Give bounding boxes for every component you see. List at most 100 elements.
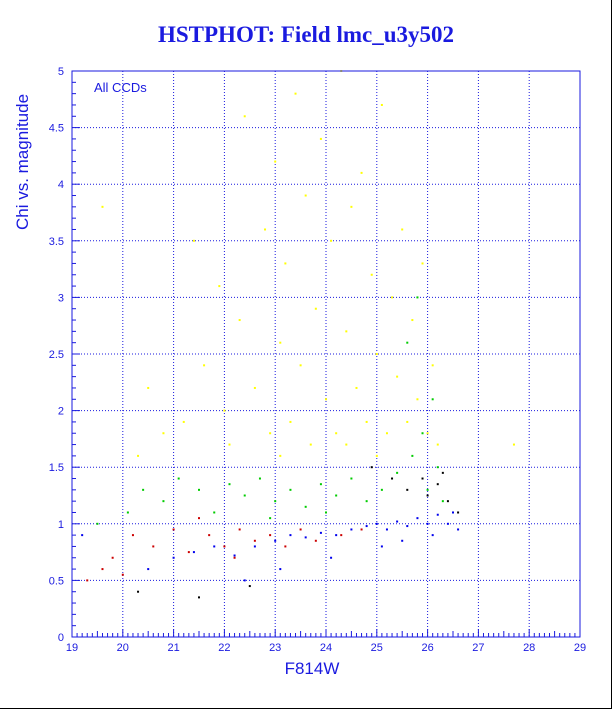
data-point <box>253 545 256 548</box>
data-point <box>365 525 368 528</box>
data-point <box>355 386 358 389</box>
data-point <box>325 398 327 401</box>
data-point <box>304 505 307 508</box>
data-point <box>101 568 104 571</box>
data-point <box>126 511 129 514</box>
data-point <box>401 228 404 231</box>
data-point <box>142 488 145 491</box>
data-point <box>172 556 175 559</box>
data-point <box>111 556 114 559</box>
x-tick-label: 26 <box>421 642 433 654</box>
data-point <box>335 432 338 435</box>
data-point <box>213 545 216 548</box>
data-point <box>289 534 292 537</box>
data-point <box>314 539 317 542</box>
x-tick-label: 19 <box>66 642 78 654</box>
y-tick-label: 0 <box>58 632 64 644</box>
data-point <box>192 551 195 554</box>
data-point <box>375 353 378 355</box>
y-tick-label: 2 <box>58 406 64 418</box>
y-tick-label: 0.5 <box>49 575 64 587</box>
data-point <box>426 522 429 525</box>
data-point <box>192 239 195 242</box>
data-point <box>396 471 399 474</box>
data-point <box>446 522 449 525</box>
data-point <box>330 239 333 242</box>
data-point <box>162 500 165 503</box>
data-point <box>446 500 449 503</box>
data-point <box>370 273 373 276</box>
data-point <box>396 375 399 378</box>
grid-lines <box>72 71 580 637</box>
data-point <box>289 420 292 423</box>
data-point <box>385 528 388 531</box>
data-point <box>264 228 267 231</box>
y-tick-label: 1 <box>58 519 64 531</box>
data-point <box>238 528 241 531</box>
data-point <box>284 262 287 265</box>
data-point <box>365 420 368 423</box>
y-tick-label: 4 <box>58 179 64 191</box>
y-axis-ticks: 0 0.5 1 1.5 2 2.5 3 3.5 4 4.5 5 <box>49 66 80 644</box>
data-point <box>421 432 424 435</box>
data-point <box>147 568 150 571</box>
data-point <box>203 364 206 367</box>
y-tick-label: 2.5 <box>49 349 64 361</box>
data-point <box>319 531 322 534</box>
data-point <box>441 471 444 474</box>
data-point <box>335 494 338 497</box>
data-point <box>101 205 104 208</box>
data-point <box>294 92 297 95</box>
data-point <box>436 466 439 469</box>
data-point <box>228 483 231 486</box>
data-point <box>289 488 292 491</box>
data-point <box>248 585 251 588</box>
data-point <box>436 443 439 446</box>
data-point <box>401 539 404 542</box>
data-point <box>213 511 216 514</box>
data-point <box>223 545 226 548</box>
data-point <box>86 579 89 582</box>
data-point <box>426 488 429 491</box>
data-point <box>340 534 343 537</box>
data-point <box>314 307 317 310</box>
data-point <box>279 341 282 344</box>
data-point <box>396 520 399 523</box>
data-point <box>411 454 414 457</box>
data-point <box>406 341 409 344</box>
data-point <box>406 420 409 423</box>
data-point <box>406 488 409 491</box>
y-tick-label: 1.5 <box>49 462 64 474</box>
ccd-annotation: All CCDs <box>94 80 147 95</box>
data-point <box>299 528 302 531</box>
data-point <box>162 432 165 435</box>
data-point <box>431 534 434 537</box>
data-point <box>350 528 353 531</box>
y-tick-label: 3.5 <box>49 236 64 248</box>
x-tick-label: 28 <box>523 642 535 654</box>
data-point <box>172 528 175 531</box>
data-point <box>81 534 84 537</box>
data-point <box>406 525 409 528</box>
data-point <box>243 579 246 582</box>
data-point <box>452 511 454 514</box>
data-point <box>391 477 394 480</box>
x-tick-label: 23 <box>269 642 281 654</box>
data-point <box>325 511 327 514</box>
data-point <box>380 545 383 548</box>
data-point <box>421 262 424 265</box>
y-tick-label: 5 <box>58 66 64 78</box>
data-point <box>121 573 124 576</box>
data-point <box>457 528 460 531</box>
data-point <box>269 534 272 537</box>
data-point <box>380 103 383 106</box>
data-point <box>319 137 322 140</box>
data-point <box>299 364 302 367</box>
data-point <box>243 115 246 118</box>
data-point <box>279 568 282 571</box>
data-point <box>426 494 429 497</box>
data-point <box>416 398 419 401</box>
x-axis-ticks: 19 20 21 22 23 24 25 26 27 28 29 <box>66 629 586 654</box>
data-point <box>319 483 322 486</box>
